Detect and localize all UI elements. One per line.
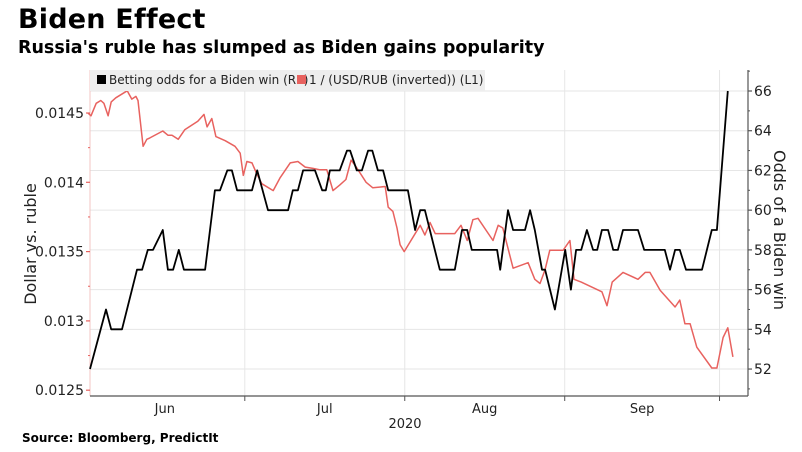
gridlines [90,70,748,396]
left-tick-label: 0.013 [44,314,84,330]
right-tick-label: 64 [754,124,772,140]
series-line-betting-odds [89,90,729,370]
x-year-label: 2020 [388,417,421,432]
right-tick-label: 52 [754,362,772,378]
axes: 0.0125 0.013 0.0135 0.014 0.0145 52 54 56 58 60 62… [35,70,772,417]
legend-label-usd-rub: 1 / (USD/RUB (inverted)) (L1) [309,73,483,87]
x-tick-label: Sep [630,402,655,417]
series-lines [87,90,734,370]
right-axis-title: Odds of a Biden win [770,150,789,310]
right-tick-label: 62 [754,163,772,179]
left-tick-label: 0.014 [44,175,84,191]
chart-subtitle: Russia's ruble has slumped as Biden gain… [18,38,545,58]
legend-swatch-black [97,75,106,84]
x-tick-label: Aug [472,402,497,417]
legend-swatch-red [297,75,306,84]
legend-background [90,70,485,91]
right-tick-label: 58 [754,243,772,259]
chart-title: Biden Effect [18,4,206,35]
left-tick-label: 0.0145 [35,106,84,122]
legend-label-betting-odds: Betting odds for a Biden win (R1) [109,73,308,87]
right-tick-label: 66 [754,84,772,100]
x-tick-label: Jul [316,402,333,417]
x-tick-label: Jun [154,402,175,417]
source-note: Source: Bloomberg, PredictIt [22,431,219,445]
right-tick-label: 54 [754,322,772,338]
right-tick-label: 56 [754,283,772,299]
legend: Betting odds for a Biden win (R1) 1 / (U… [90,70,485,91]
right-tick-label: 60 [754,203,772,219]
series-line-usd-rub [87,90,734,369]
left-tick-label: 0.0135 [35,245,84,261]
left-axis-title: Dollar vs. ruble [21,183,40,305]
left-tick-label: 0.0125 [35,383,84,399]
